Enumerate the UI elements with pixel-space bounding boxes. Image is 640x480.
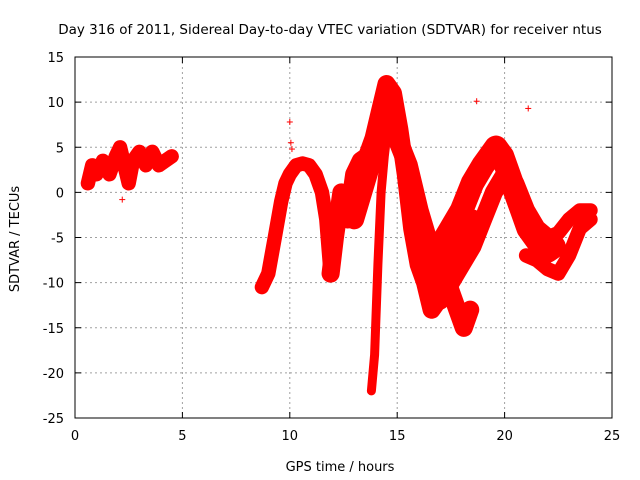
y-axis-label: SDTVAR / TECUs bbox=[8, 186, 23, 293]
data-band-seg7 bbox=[431, 165, 557, 310]
y-tick-label: 10 bbox=[47, 96, 64, 111]
x-tick-label: 15 bbox=[389, 429, 406, 444]
outlier-point bbox=[119, 196, 126, 203]
y-tick-label: 5 bbox=[56, 141, 64, 156]
y-tick-label: -15 bbox=[43, 322, 64, 337]
y-tick-label: -10 bbox=[43, 277, 64, 292]
outlier-point bbox=[287, 139, 294, 146]
y-tick-label: -20 bbox=[43, 367, 64, 382]
data-band-seg9 bbox=[529, 203, 598, 245]
outlier-point bbox=[473, 98, 480, 105]
data-points bbox=[80, 75, 598, 396]
x-tick-label: 0 bbox=[71, 429, 79, 444]
x-tick-label: 5 bbox=[178, 429, 186, 444]
data-band-seg8 bbox=[518, 212, 598, 281]
x-tick-label: 10 bbox=[282, 429, 299, 444]
outlier-point bbox=[286, 118, 293, 125]
outlier-point bbox=[525, 105, 532, 112]
y-tick-label: 15 bbox=[47, 51, 64, 66]
data-band-seg2 bbox=[254, 156, 338, 295]
y-tick-label: 0 bbox=[56, 186, 64, 201]
x-tick-label: 25 bbox=[604, 429, 621, 444]
y-tick-label: -25 bbox=[43, 412, 64, 427]
data-band-seg5 bbox=[366, 115, 396, 396]
y-tick-label: -5 bbox=[51, 232, 64, 247]
outlier-point bbox=[288, 146, 295, 153]
chart-title: Day 316 of 2011, Sidereal Day-to-day VTE… bbox=[58, 22, 602, 38]
data-band-seg1 bbox=[80, 140, 179, 191]
x-axis-label: GPS time / hours bbox=[286, 460, 395, 475]
data-band-seg4 bbox=[344, 110, 483, 293]
axis-ticks: 0 5 10 15 20 25 -25 -20 -15 -10 -5 0 5 10 15 bbox=[43, 51, 621, 444]
x-tick-label: 20 bbox=[496, 429, 513, 444]
data-band-seg6 bbox=[417, 135, 566, 268]
